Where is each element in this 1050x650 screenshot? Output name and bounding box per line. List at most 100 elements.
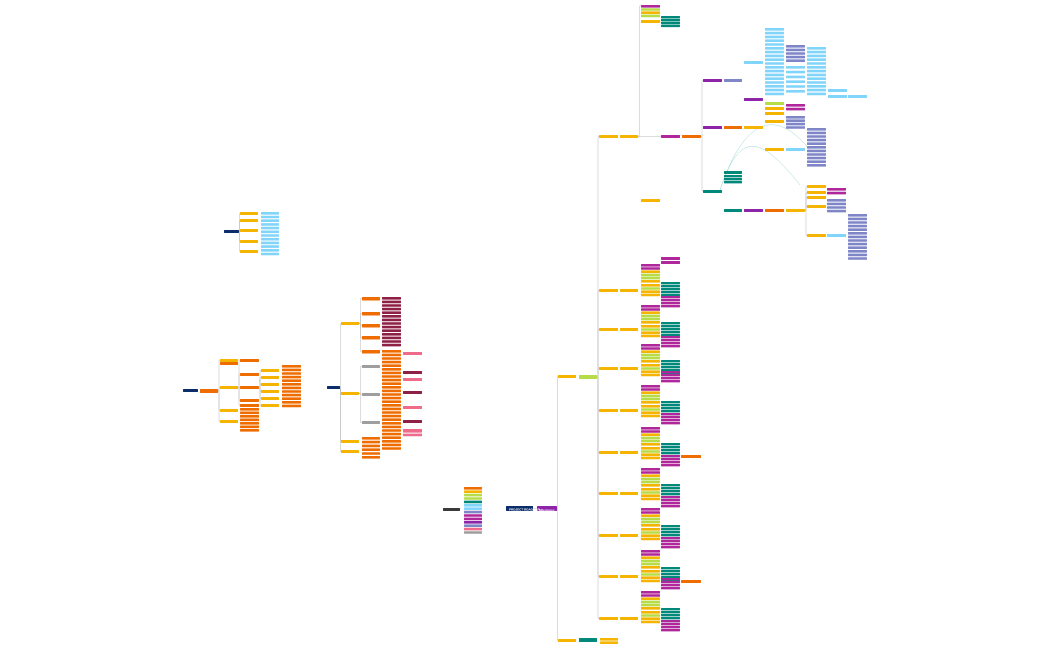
node[interactable]	[641, 199, 660, 202]
section-header[interactable]	[599, 617, 618, 620]
leaf-node[interactable]	[641, 576, 660, 579]
leaf-node[interactable]	[827, 188, 846, 191]
node[interactable]	[261, 397, 279, 400]
leaf-node[interactable]	[261, 237, 279, 241]
leaf-node[interactable]	[282, 393, 301, 397]
node[interactable]	[765, 102, 784, 105]
node[interactable]	[362, 324, 380, 328]
leaf-node[interactable]	[661, 587, 680, 590]
leaf-node[interactable]	[661, 407, 680, 410]
section-header[interactable]	[599, 328, 618, 331]
leaf-node[interactable]	[240, 425, 259, 429]
leaf-node[interactable]	[661, 490, 680, 493]
leaf-node[interactable]	[641, 508, 660, 511]
leaf-node[interactable]	[641, 5, 660, 8]
node[interactable]	[220, 362, 238, 365]
leaf-node[interactable]	[382, 318, 401, 322]
leaf-node[interactable]	[464, 493, 482, 497]
node[interactable]	[724, 126, 742, 129]
leaf-node[interactable]	[641, 328, 660, 331]
leaf-node[interactable]	[641, 453, 660, 456]
leaf-node[interactable]	[464, 531, 482, 534]
leaf-node[interactable]	[641, 290, 660, 293]
leaf-node[interactable]	[382, 447, 401, 450]
leaf-node[interactable]	[807, 160, 826, 163]
leaf-node[interactable]	[661, 570, 680, 573]
cluster-a-root[interactable]	[224, 230, 239, 233]
leaf-node[interactable]	[382, 364, 401, 367]
legend-root[interactable]	[443, 508, 460, 511]
leaf-node[interactable]	[641, 456, 660, 460]
node[interactable]	[807, 196, 826, 199]
leaf-node[interactable]	[282, 383, 301, 386]
section-header[interactable]	[599, 135, 618, 138]
leaf-node[interactable]	[661, 567, 680, 570]
leaf-node[interactable]	[282, 365, 301, 368]
leaf-node[interactable]	[765, 69, 784, 73]
leaf-node[interactable]	[261, 215, 279, 219]
leaf-node[interactable]	[661, 18, 680, 22]
section-header[interactable]	[599, 492, 618, 495]
leaf-node[interactable]	[807, 146, 826, 149]
node[interactable]	[765, 107, 784, 110]
node[interactable]	[661, 135, 680, 138]
leaf-node[interactable]	[641, 488, 660, 491]
leaf-node[interactable]	[661, 422, 680, 425]
cluster-b-branch[interactable]	[220, 359, 238, 362]
leaf-node[interactable]	[641, 597, 660, 600]
cluster-b-branch[interactable]	[220, 386, 238, 389]
node[interactable]	[703, 79, 722, 82]
leaf-node[interactable]	[641, 321, 660, 324]
leaf-node[interactable]	[827, 191, 846, 195]
leaf-node[interactable]	[661, 464, 680, 467]
leaf-node[interactable]	[261, 245, 279, 248]
leaf-node[interactable]	[641, 284, 660, 287]
leaf-node[interactable]	[786, 45, 805, 48]
leaf-node[interactable]	[641, 367, 660, 370]
leaf-node[interactable]	[765, 54, 784, 58]
leaf-node[interactable]	[464, 521, 482, 524]
leaf-node[interactable]	[641, 484, 660, 487]
leaf-node[interactable]	[641, 550, 660, 553]
leaf-node[interactable]	[765, 62, 784, 65]
leaf-node[interactable]	[382, 360, 401, 364]
leaf-node[interactable]	[382, 422, 401, 425]
leaf-node[interactable]	[661, 322, 680, 325]
node[interactable]	[240, 373, 259, 376]
leaf-node[interactable]	[765, 39, 784, 42]
node[interactable]	[724, 171, 742, 174]
leaf-node[interactable]	[382, 371, 401, 375]
leaf-node[interactable]	[661, 487, 680, 490]
leaf-node[interactable]	[661, 345, 680, 348]
leaf-node[interactable]	[807, 58, 826, 61]
leaf-node[interactable]	[765, 81, 784, 84]
leaf-node[interactable]	[661, 617, 680, 620]
leaf-node[interactable]	[382, 429, 401, 432]
leaf-node[interactable]	[848, 246, 867, 249]
leaf-node[interactable]	[661, 366, 680, 369]
node[interactable]	[744, 98, 763, 101]
section-header[interactable]	[599, 367, 618, 370]
leaf-node[interactable]	[382, 307, 401, 311]
node[interactable]	[641, 20, 660, 23]
leaf-node[interactable]	[641, 594, 660, 597]
leaf-node[interactable]	[641, 411, 660, 414]
leaf-node[interactable]	[661, 380, 680, 383]
leaf-node[interactable]	[382, 297, 401, 300]
leaf-node[interactable]	[848, 228, 867, 231]
leaf-node[interactable]	[641, 562, 660, 566]
node[interactable]	[703, 126, 722, 129]
leaf-node[interactable]	[807, 128, 826, 131]
leaf-node[interactable]	[282, 375, 301, 379]
node[interactable]	[786, 148, 805, 151]
cluster-c-branch[interactable]	[341, 392, 359, 395]
leaf-node[interactable]	[382, 333, 401, 336]
leaf-node[interactable]	[786, 48, 805, 52]
leaf-node[interactable]	[661, 413, 680, 416]
section-header[interactable]	[620, 367, 638, 370]
leaf-node[interactable]	[641, 408, 660, 411]
leaf-node[interactable]	[848, 221, 867, 224]
leaf-node[interactable]	[661, 449, 680, 452]
leaf-node[interactable]	[807, 54, 826, 58]
leaf-node[interactable]	[382, 343, 401, 347]
